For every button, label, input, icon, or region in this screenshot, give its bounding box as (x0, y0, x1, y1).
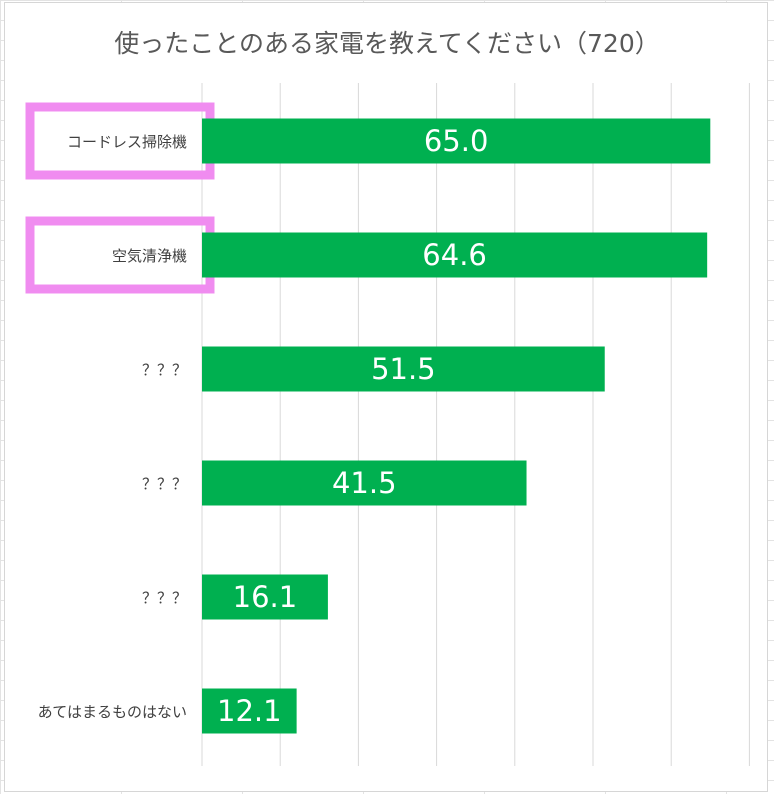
category-label: あてはまるものはない (38, 703, 187, 721)
category-label: コードレス掃除機 (67, 133, 187, 151)
bar (202, 574, 328, 620)
bar (202, 346, 605, 392)
bar (202, 460, 527, 506)
bar (202, 118, 711, 164)
category-label: ？？？ (142, 361, 187, 379)
data-label: 64.6 (422, 238, 487, 272)
category-label: ？？？ (142, 589, 187, 607)
chart-title: 使ったことのある家電を教えてください（720） (114, 29, 660, 58)
data-label: 12.1 (217, 694, 282, 728)
category-label: ？？？ (142, 475, 187, 493)
data-label: 65.0 (424, 124, 489, 158)
bar (202, 232, 708, 278)
data-label: 16.1 (233, 580, 298, 614)
bar (202, 688, 297, 734)
data-label: 51.5 (371, 352, 436, 386)
data-label: 41.5 (332, 466, 397, 500)
category-label: 空気清浄機 (112, 247, 187, 265)
